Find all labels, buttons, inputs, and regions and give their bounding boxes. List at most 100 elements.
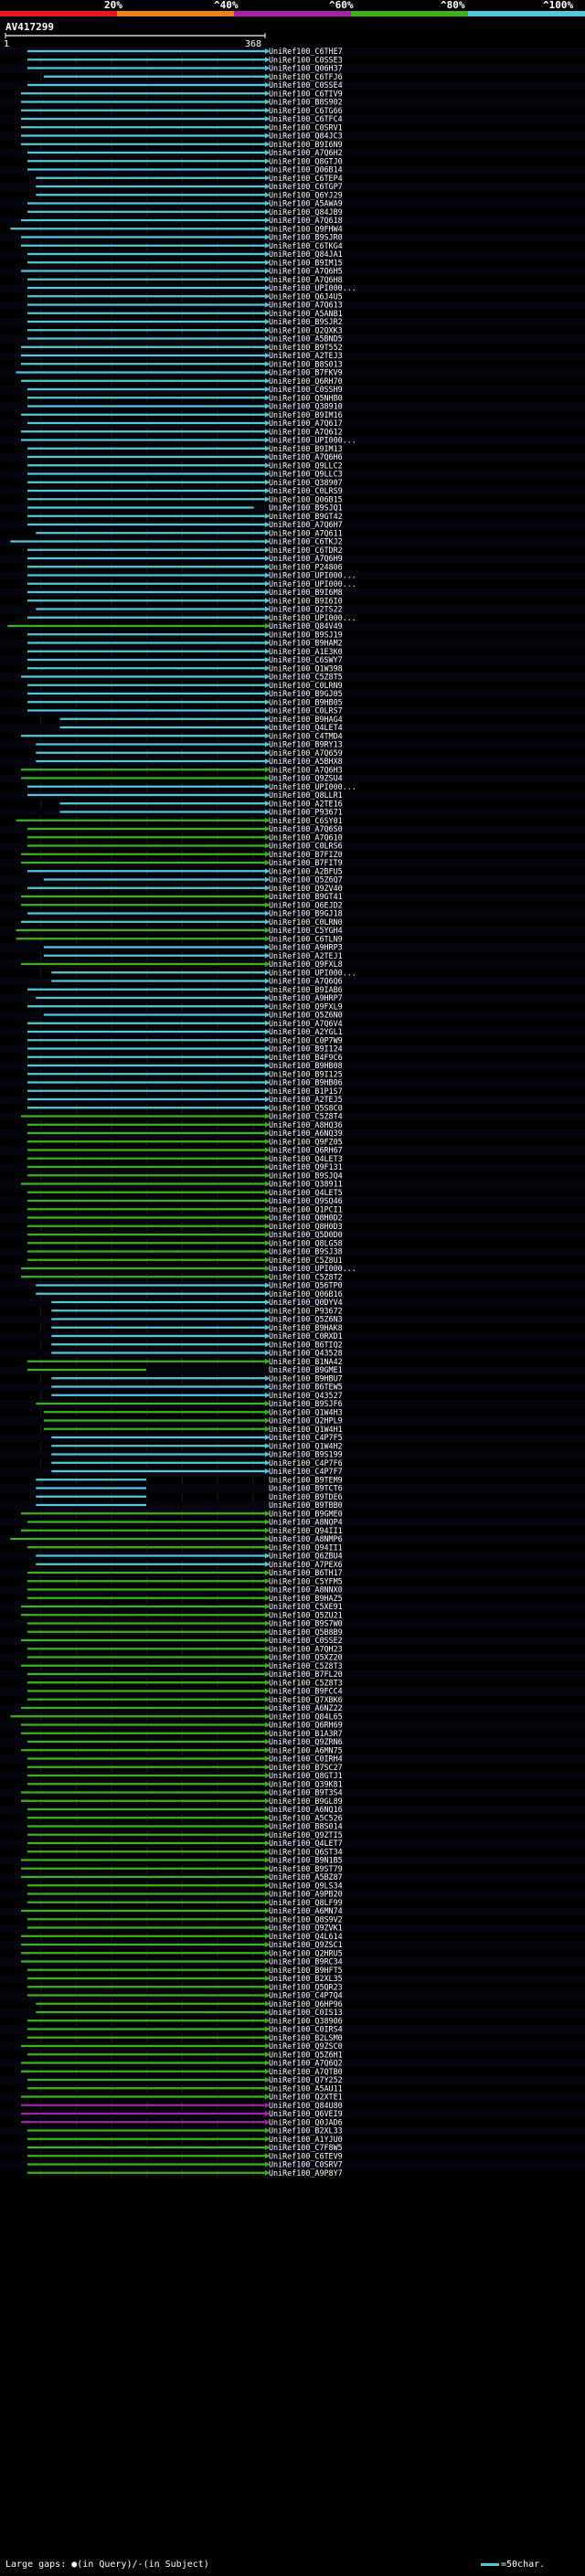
hit-label: UniRef100_A7Q6H5 bbox=[269, 267, 343, 276]
hit-bar-arrow bbox=[265, 1333, 270, 1339]
hit-label: UniRef100_Q84JB9 bbox=[269, 207, 343, 217]
hit-row-background bbox=[0, 842, 585, 851]
hit-label: UniRef100_A8NMP6 bbox=[269, 1534, 343, 1543]
hit-bar-arrow bbox=[265, 1857, 270, 1863]
hit-bar-arrow bbox=[265, 377, 270, 384]
hit-bar-arrow bbox=[265, 691, 270, 696]
hit-row-background bbox=[0, 1434, 585, 1443]
hit-row-background bbox=[0, 1468, 585, 1477]
hit-label: UniRef100_C4P7F7 bbox=[269, 1467, 343, 1476]
hit-label: UniRef100_A7Q611 bbox=[269, 528, 343, 537]
hit-bar-arrow bbox=[265, 293, 270, 300]
hit-label: UniRef100_Q5NHB0 bbox=[269, 393, 343, 402]
hit-row-background bbox=[0, 284, 585, 293]
hit-label: UniRef100_C6TGP7 bbox=[269, 182, 343, 191]
hit-row-background bbox=[0, 1044, 585, 1054]
hit-bar-arrow bbox=[265, 860, 270, 865]
hit-row-background bbox=[0, 233, 585, 242]
hit-label: UniRef100_C4TMD4 bbox=[269, 731, 343, 740]
hit-bar-arrow bbox=[265, 513, 270, 519]
hit-bar-arrow bbox=[265, 1527, 270, 1533]
hit-label: UniRef100_B6TEW5 bbox=[269, 1383, 343, 1392]
hit-bar-arrow bbox=[265, 1130, 270, 1136]
query-gap-symbol: ● bbox=[71, 2560, 78, 2570]
hit-label: UniRef100_B9I6M8 bbox=[269, 588, 343, 597]
hit-label: UniRef100_Q6ZBU4 bbox=[269, 1552, 343, 1561]
hit-bar-arrow bbox=[265, 1426, 270, 1432]
hit-row-background bbox=[0, 115, 585, 124]
hit-bar-arrow bbox=[265, 158, 270, 164]
hit-label: UniRef100_Q9FXL9 bbox=[269, 1002, 343, 1011]
hit-label: UniRef100_C6TDR2 bbox=[269, 546, 343, 555]
hit-bar-arrow bbox=[265, 1198, 270, 1203]
hit-bar-arrow bbox=[265, 1764, 270, 1770]
hit-label: UniRef100_Q06B15 bbox=[269, 494, 343, 504]
hit-bar-arrow bbox=[265, 623, 270, 629]
hit-row-background bbox=[0, 1839, 585, 1849]
hit-row-background bbox=[0, 334, 585, 344]
hit-label: UniRef100_B9HAG4 bbox=[269, 715, 343, 724]
hit-label: UniRef100_Q43527 bbox=[269, 1391, 343, 1400]
hit-bar-arrow bbox=[265, 276, 270, 282]
hit-row-background bbox=[0, 706, 585, 716]
hit-bar-arrow bbox=[265, 1815, 270, 1821]
hit-row-background bbox=[0, 318, 585, 327]
hit-label: UniRef100_C4P7Q4 bbox=[269, 1991, 343, 2000]
hit-bar-arrow bbox=[265, 133, 270, 139]
hit-bar-arrow bbox=[265, 978, 270, 984]
hit-row-background bbox=[0, 1941, 585, 1950]
hit-row-background bbox=[0, 1957, 585, 1966]
hit-label: UniRef100_Q2HPL9 bbox=[269, 1416, 343, 1426]
hit-bar-arrow bbox=[265, 699, 270, 705]
hit-label: UniRef100_C5Z8U1 bbox=[269, 1256, 343, 1265]
hit-bar-arrow bbox=[265, 1604, 270, 1609]
hit-row-background bbox=[0, 1299, 585, 1308]
hit-label: UniRef100_A7QH23 bbox=[269, 1644, 343, 1653]
hit-row-background bbox=[0, 977, 585, 986]
hit-bar-arrow bbox=[265, 1290, 270, 1297]
hit-row-background bbox=[0, 1281, 585, 1290]
hit-row-background bbox=[0, 1704, 585, 1713]
hit-label: UniRef100_Q6RH69 bbox=[269, 1721, 343, 1730]
hit-row-background bbox=[0, 2093, 585, 2102]
hit-bar-arrow bbox=[265, 894, 270, 899]
hit-bar-arrow bbox=[265, 1105, 270, 1111]
hit-label: UniRef100_Q9FHW4 bbox=[269, 224, 343, 233]
hit-bar-arrow bbox=[265, 1823, 270, 1829]
hit-bar-arrow bbox=[265, 1773, 270, 1778]
hit-bar-arrow bbox=[265, 1383, 270, 1390]
hit-row-background bbox=[0, 250, 585, 260]
hit-row-background bbox=[0, 808, 585, 817]
hit-bar-arrow bbox=[265, 2127, 270, 2134]
hit-bar-arrow bbox=[265, 242, 270, 249]
hit-label: UniRef100_UPI000... bbox=[269, 571, 356, 580]
hit-label: UniRef100_A9PB20 bbox=[269, 1890, 343, 1899]
hit-bar-arrow bbox=[265, 944, 270, 950]
hit-row-background bbox=[0, 352, 585, 361]
hit-label: UniRef100_Q2XTE1 bbox=[269, 2093, 343, 2102]
hit-row-background bbox=[0, 1383, 585, 1392]
hit-label: UniRef100_B9GME0 bbox=[269, 1509, 343, 1518]
hit-label: UniRef100_UPI000... bbox=[269, 1264, 356, 1273]
hit-label: UniRef100_Q84V49 bbox=[269, 621, 343, 631]
gap-separator: / bbox=[132, 2560, 138, 2570]
hit-label: UniRef100_A7Q6H6 bbox=[269, 452, 343, 461]
hit-bar-arrow bbox=[265, 657, 270, 663]
hit-bar-arrow bbox=[265, 1942, 270, 1947]
hit-label: UniRef100_B9GT42 bbox=[269, 512, 343, 521]
hit-bar-arrow bbox=[265, 260, 270, 266]
hit-bar-arrow bbox=[265, 1003, 270, 1010]
legend-segment-green bbox=[351, 11, 468, 16]
hit-label: UniRef100_C0IRH4 bbox=[269, 1754, 343, 1764]
hit-label: UniRef100_Q4LET3 bbox=[269, 1154, 343, 1163]
subject-gap-symbol: - bbox=[137, 2560, 144, 2570]
hit-label: UniRef100_B9HAM2 bbox=[269, 639, 343, 648]
hit-label: UniRef100_C0SSE4 bbox=[269, 80, 343, 90]
hit-bar-arrow bbox=[265, 1392, 270, 1398]
hit-bar-arrow bbox=[265, 952, 270, 959]
hit-bar-arrow bbox=[265, 741, 270, 747]
hit-label: UniRef100_Q9FZ05 bbox=[269, 1137, 343, 1146]
hit-bar-arrow bbox=[265, 775, 270, 781]
hit-bar-arrow bbox=[265, 471, 270, 477]
hit-bar-arrow bbox=[265, 2000, 270, 2007]
